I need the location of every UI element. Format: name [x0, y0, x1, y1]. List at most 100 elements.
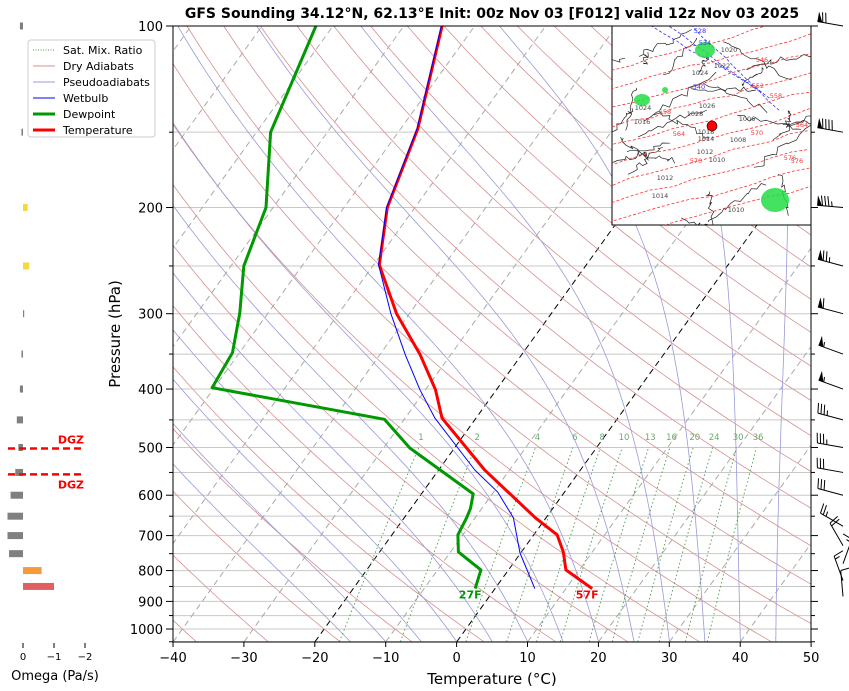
- y-axis-label: Pressure (hPa): [106, 280, 124, 388]
- map-coastline: [741, 66, 764, 87]
- barb-staff: [820, 512, 844, 527]
- barb-staff: [829, 522, 844, 546]
- barb-staff: [840, 570, 844, 597]
- pseudoadiabat-line: [775, 26, 789, 642]
- wind-barbs: [816, 11, 849, 597]
- map-contour-label: 564: [796, 121, 808, 129]
- barb-staff: [817, 467, 844, 473]
- map-contour-label: 552: [752, 82, 764, 90]
- pseudoadiabat-line: [173, 204, 529, 642]
- map-precip-area: [634, 94, 650, 106]
- omega-bar: [9, 550, 23, 558]
- dry-adiabat-line: [173, 123, 772, 642]
- y-tick-label: 100: [138, 20, 163, 35]
- pseudoadiabat-line: [499, 26, 706, 642]
- mixing-ratio-line: [658, 447, 714, 642]
- omega-bar: [23, 567, 42, 575]
- map-contour-label: 1024: [635, 104, 652, 112]
- barb-full: [823, 479, 826, 491]
- barb-full: [829, 515, 838, 524]
- legend-label: Pseudoadiabats: [63, 76, 150, 89]
- map-coastline: [702, 82, 768, 113]
- dry-adiabat-line: [173, 366, 485, 642]
- map-coastline: [705, 191, 715, 225]
- barb-full: [817, 402, 820, 414]
- barb-full: [822, 250, 825, 261]
- map-height-contour-cold: [692, 26, 780, 112]
- pseudoadiabat-line: [173, 463, 351, 642]
- dry-adiabat-line: [186, 26, 811, 585]
- map-coastline: [612, 108, 634, 133]
- wind-barb: [817, 297, 844, 315]
- mixing-ratio-line: [707, 447, 758, 642]
- barb-full: [820, 403, 823, 415]
- wind-barb: [829, 515, 844, 546]
- omega-bar: [19, 22, 23, 30]
- x-tick-label: −10: [372, 651, 399, 666]
- dry-adiabat-line: [173, 428, 413, 642]
- map-height-contour: [612, 130, 810, 186]
- map-contour-label: 1008: [730, 136, 747, 144]
- legend-label: Wetbulb: [63, 92, 108, 105]
- barb-staff: [817, 488, 844, 496]
- sounding-series: [210, 26, 594, 590]
- omega-axis-label: Omega (Pa/s): [11, 669, 99, 684]
- mixing-ratio-label: 13: [645, 433, 656, 443]
- barb-full: [831, 518, 840, 527]
- y-tick-label: 200: [138, 202, 163, 217]
- barb-half: [823, 341, 826, 348]
- dry-adiabat-line: [443, 26, 811, 333]
- pseudoadiabat-line: [659, 26, 741, 642]
- barb-full: [825, 251, 828, 262]
- omega-tick-label: 0: [20, 652, 26, 663]
- map-contour-label: 1022: [714, 62, 731, 70]
- mixing-ratio-label: 8: [600, 433, 605, 443]
- barb-full: [822, 298, 825, 309]
- mixing-ratio-label: 6: [572, 433, 577, 443]
- map-height-contour-cold: [650, 26, 760, 92]
- map-coastline: [643, 71, 717, 122]
- y-tick-label: 300: [138, 308, 163, 323]
- omega-bar: [10, 491, 23, 499]
- dry-adiabat-line: [173, 244, 628, 642]
- map-contour-label: 1012: [697, 148, 714, 156]
- dry-adiabat-line: [406, 26, 811, 367]
- map-coastline: [637, 109, 707, 138]
- y-tick-label: 600: [138, 489, 163, 504]
- dry-adiabat-line: [480, 26, 811, 300]
- map-contour-label: 534: [699, 39, 711, 47]
- wind-barb: [818, 335, 844, 355]
- map-height-contour: [612, 33, 811, 90]
- omega-panel: DGZ DGZ 0 −1 −2: [7, 22, 92, 663]
- legend-label: Sat. Mix. Ratio: [63, 44, 143, 57]
- omega-bar: [19, 385, 23, 393]
- map-coastline: [642, 52, 649, 65]
- barb-flag: [817, 249, 823, 261]
- dry-adiabat-line: [223, 26, 811, 547]
- map-contour-label: 558: [659, 108, 671, 116]
- map-height-contour: [613, 91, 811, 145]
- mixing-ratio-label: 2: [474, 433, 479, 443]
- isotherm-line: [173, 26, 617, 642]
- map-contour-label: 528: [694, 27, 706, 35]
- map-coastline: [639, 29, 692, 57]
- dewpoint-line: [210, 26, 483, 590]
- map-contour-label: 1010: [709, 156, 726, 164]
- wind-barb: [818, 370, 844, 390]
- pseudoadiabat-line: [256, 26, 635, 642]
- isotherm-line: [173, 26, 263, 151]
- barb-staff: [817, 412, 844, 421]
- barb-full: [823, 404, 826, 415]
- surface-value-label: 27F: [459, 589, 482, 602]
- barb-half: [823, 376, 826, 383]
- y-tick-label: 400: [138, 383, 163, 398]
- mixing-ratio-line: [611, 447, 671, 642]
- omega-bar: [23, 310, 25, 318]
- barb-flag: [817, 11, 823, 23]
- map-coastline: [746, 54, 811, 71]
- dry-adiabat-line: [173, 62, 811, 625]
- dry-adiabat-line: [173, 554, 269, 642]
- plot-frame: [172, 25, 812, 643]
